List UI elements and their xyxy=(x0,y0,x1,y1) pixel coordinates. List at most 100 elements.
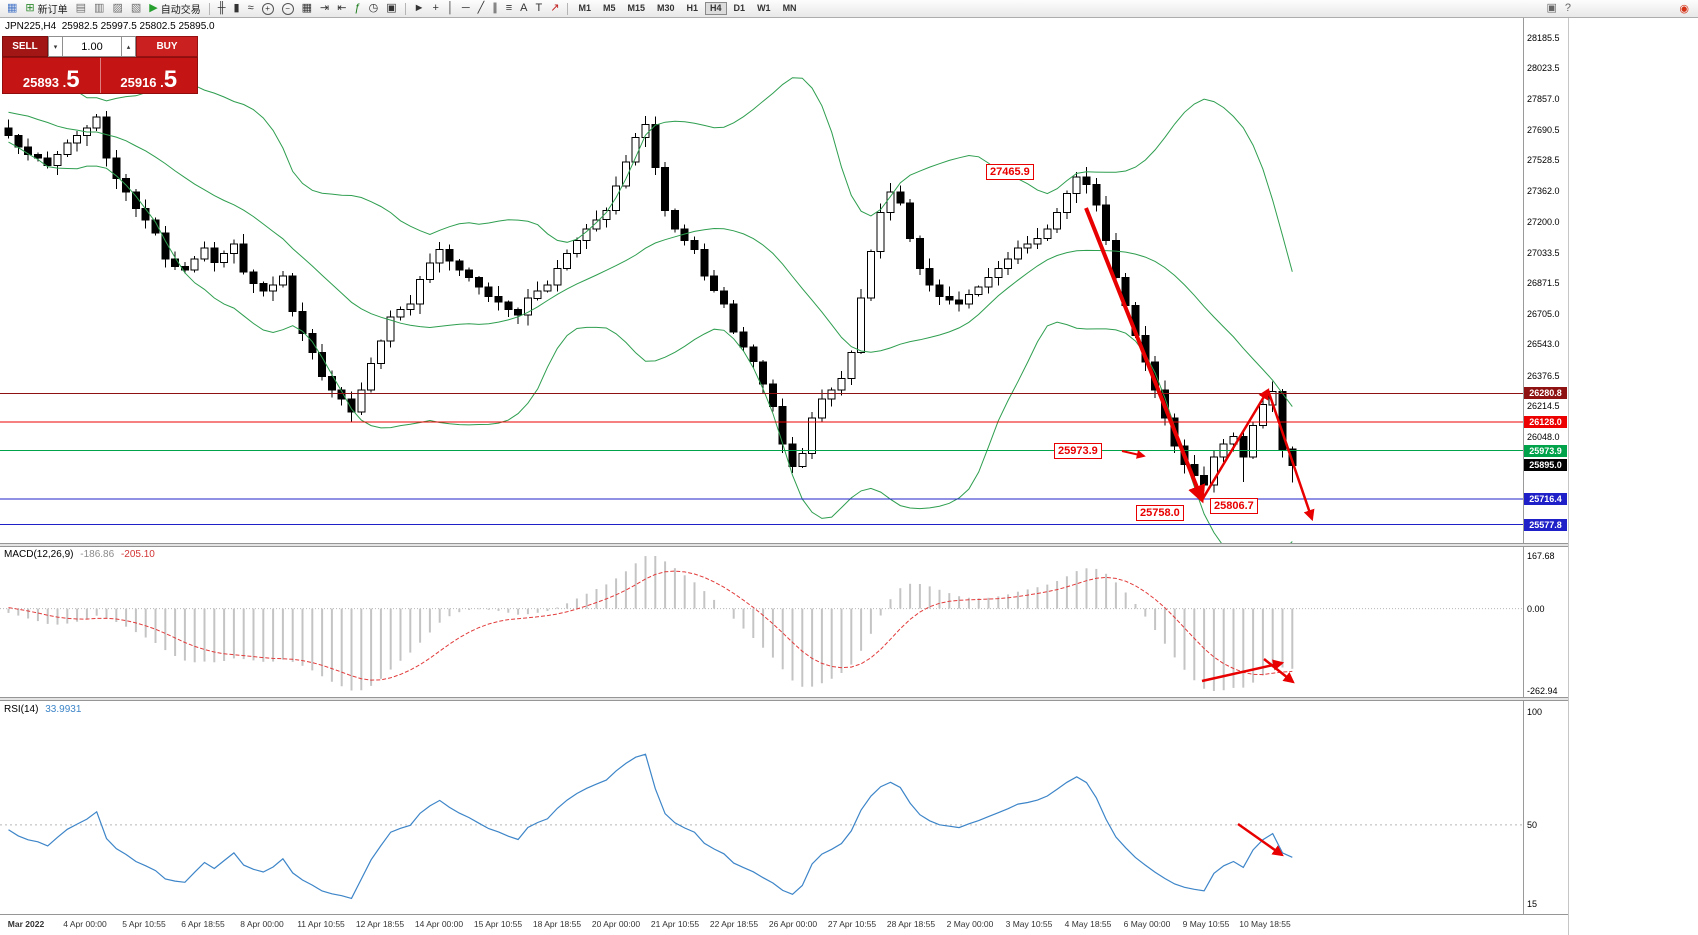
price-axis-label: 27200.0 xyxy=(1527,216,1560,227)
window-layout-icon[interactable]: ▣ xyxy=(1543,0,1559,17)
time-axis-label: 3 May 10:55 xyxy=(1005,919,1053,929)
main-toolbar: ▦ ⊞ 新订单 ▤ ▥ ▨ ▧ ▶ 自动交易 ╫ ▮ ≈ + − ▦ ⇥ ⇤ ƒ ◷ ▣ ► + │ ─ ╱ ∥ ≡ A T ↗ M1 M5 M… xyxy=(0,0,1698,18)
data-window-icon[interactable]: ▨ xyxy=(109,0,125,17)
horizontal-line-icon[interactable]: ─ xyxy=(459,0,473,17)
equidistant-channel-icon[interactable]: ∥ xyxy=(489,0,501,17)
pane-resize-handle-rsi[interactable] xyxy=(0,697,1568,701)
notification-icon[interactable]: ◉ xyxy=(1676,1,1692,18)
toolbar-separator xyxy=(567,2,569,15)
workspace-empty-area xyxy=(1568,18,1698,935)
zoom-in-icon[interactable]: + xyxy=(259,0,277,17)
swing-high-label[interactable]: 27465.9 xyxy=(986,164,1034,180)
rsi-down-arrow[interactable] xyxy=(1237,822,1284,857)
macd-down-arrow[interactable] xyxy=(1263,658,1295,684)
text-icon[interactable]: A xyxy=(517,0,530,17)
timeframe-h1[interactable]: H1 xyxy=(686,3,699,13)
sell-button[interactable]: SELL xyxy=(2,36,48,57)
downtrend-arrow[interactable] xyxy=(1084,207,1206,504)
tile-windows-icon[interactable]: ▦ xyxy=(299,0,315,17)
candlesticks[interactable] xyxy=(4,110,1297,493)
rsi-name: RSI(14) xyxy=(4,704,39,715)
volume-input[interactable] xyxy=(63,36,121,57)
cursor-icon[interactable]: ► xyxy=(411,0,428,17)
macd-axis-label: -262.94 xyxy=(1527,686,1558,696)
timeframe-m1[interactable]: M1 xyxy=(578,3,591,13)
candlestick-chart-icon[interactable]: ▮ xyxy=(231,0,243,17)
candlestick-chart-icon: ▮ xyxy=(233,2,240,14)
trendline-icon[interactable]: ╱ xyxy=(475,0,488,17)
periods-icon[interactable]: ◷ xyxy=(366,0,382,17)
time-axis-label: 15 Apr 10:55 xyxy=(473,919,523,929)
time-axis-label: 28 Apr 18:55 xyxy=(886,919,936,929)
timeframe-w1[interactable]: W1 xyxy=(757,3,771,13)
volume-increase-button[interactable]: ▴ xyxy=(121,36,136,57)
swing-low-label[interactable]: 25758.0 xyxy=(1136,505,1184,521)
macd-pane[interactable] xyxy=(0,556,1523,691)
line-chart-icon[interactable]: ≈ xyxy=(245,0,257,17)
time-axis-label: 6 May 00:00 xyxy=(1123,919,1171,929)
retest-low-label[interactable]: 25806.7 xyxy=(1210,498,1258,514)
notification-icon: ◉ xyxy=(1679,3,1689,15)
navigator-icon[interactable]: ▧ xyxy=(128,0,144,17)
annotation-objects[interactable] xyxy=(1084,207,1315,857)
market-watch-icon[interactable]: ▥ xyxy=(91,0,107,17)
timeframe-m30[interactable]: M30 xyxy=(657,3,675,13)
rsi-value: 33.9931 xyxy=(45,704,82,715)
autotrading-button[interactable]: ▶ 自动交易 xyxy=(146,0,203,17)
volume-decrease-button[interactable]: ▾ xyxy=(48,36,63,57)
price-axis-border xyxy=(1523,18,1524,914)
projection-down-arrow[interactable] xyxy=(1266,389,1315,522)
buy-button[interactable]: BUY xyxy=(136,36,198,57)
profiles-icon[interactable]: ▤ xyxy=(73,0,89,17)
chart-shift-icon: ⇤ xyxy=(337,2,347,14)
price-axis-label: 26871.5 xyxy=(1527,278,1560,289)
templates-icon[interactable]: ▣ xyxy=(383,0,399,17)
timeframe-d1[interactable]: D1 xyxy=(733,3,746,13)
bar-chart-icon[interactable]: ╫ xyxy=(215,0,229,17)
timeframe-m15[interactable]: M15 xyxy=(627,3,645,13)
level-label[interactable]: 25973.9 xyxy=(1054,443,1102,459)
fibonacci-icon[interactable]: ≡ xyxy=(503,0,515,17)
bollinger-middle-band xyxy=(8,111,1293,407)
horizontal-price-lines[interactable] xyxy=(0,392,1523,526)
window-layout-icon: ▣ xyxy=(1546,2,1557,14)
crosshair-icon[interactable]: + xyxy=(430,0,442,17)
time-axis-label: 18 Apr 18:55 xyxy=(532,919,582,929)
macd-up-arrow[interactable] xyxy=(1201,659,1285,683)
timeframe-m5[interactable]: M5 xyxy=(602,3,616,13)
equidistant-channel-icon: ∥ xyxy=(492,2,498,14)
rsi-indicator-label: RSI(14) 33.9931 xyxy=(4,704,81,715)
new-order-icon: ⊞ xyxy=(25,2,35,14)
cursor-icon: ► xyxy=(413,2,425,14)
new-order-button[interactable]: ⊞ 新订单 xyxy=(22,0,70,17)
vertical-line-icon[interactable]: │ xyxy=(444,0,457,17)
bid-price-display[interactable]: 25893 .5 xyxy=(3,58,100,93)
help-icon[interactable]: ? xyxy=(1562,0,1574,17)
indicators-icon[interactable]: ƒ xyxy=(351,0,363,17)
rsi-pane[interactable] xyxy=(0,753,1523,900)
price-axis[interactable]: 28185.5 28023.5 27857.0 27690.5 27528.5 27362… xyxy=(1524,18,1568,914)
price-axis-label: 27690.5 xyxy=(1527,125,1560,135)
time-axis-label: 26 Apr 00:00 xyxy=(768,919,818,929)
chart-shift-icon[interactable]: ⇤ xyxy=(334,0,349,17)
zoom-out-icon: − xyxy=(281,2,294,15)
arrows-icon[interactable]: ↗ xyxy=(547,0,562,17)
chart-canvas[interactable] xyxy=(0,0,1568,935)
pane-resize-handle-macd[interactable] xyxy=(0,543,1568,547)
time-axis-label: 11 Apr 10:55 xyxy=(297,919,345,929)
bollinger-bands xyxy=(8,77,1293,543)
text-label-icon[interactable]: T xyxy=(533,0,546,17)
auto-scroll-icon[interactable]: ⇥ xyxy=(317,0,332,17)
timeframe-h4[interactable]: H4 xyxy=(705,2,727,15)
bounce-arrow[interactable] xyxy=(1200,388,1270,501)
time-axis-label: 5 Apr 10:55 xyxy=(122,919,166,929)
pointer-arrow[interactable] xyxy=(1121,450,1146,459)
help-icon: ? xyxy=(1564,2,1571,14)
ask-price-display[interactable]: 25916 .5 xyxy=(99,58,198,93)
timeframe-mn[interactable]: MN xyxy=(782,3,797,13)
time-axis[interactable]: Mar 2022 4 Apr 00:00 5 Apr 10:55 6 Apr 18:5… xyxy=(0,914,1568,935)
time-axis-label: 14 Apr 00:00 xyxy=(414,919,464,929)
profiles-icon: ▤ xyxy=(75,2,87,14)
chart-window-icon[interactable]: ▦ xyxy=(4,0,20,17)
zoom-out-icon[interactable]: − xyxy=(279,0,297,17)
